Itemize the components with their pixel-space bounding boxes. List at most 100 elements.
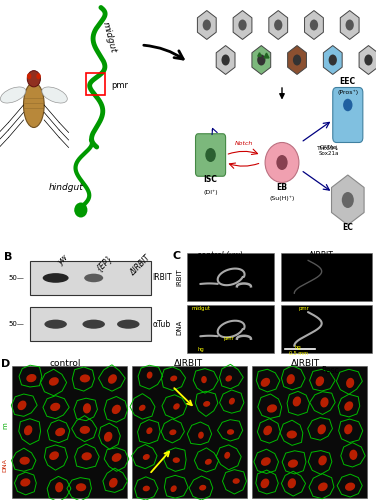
Circle shape (293, 54, 301, 66)
Polygon shape (269, 10, 288, 40)
Circle shape (342, 192, 354, 208)
Ellipse shape (224, 452, 230, 459)
Ellipse shape (104, 432, 112, 442)
Text: GATAe
Sox21a: GATAe Sox21a (319, 145, 339, 156)
Ellipse shape (293, 396, 301, 406)
Ellipse shape (344, 402, 353, 411)
Circle shape (364, 54, 373, 66)
Ellipse shape (139, 404, 146, 411)
Ellipse shape (344, 424, 352, 434)
Ellipse shape (233, 478, 240, 484)
Ellipse shape (55, 428, 65, 436)
Ellipse shape (50, 402, 60, 411)
Text: midgut: midgut (191, 306, 210, 310)
Ellipse shape (265, 142, 299, 182)
Ellipse shape (0, 87, 26, 103)
Circle shape (257, 54, 265, 66)
Polygon shape (323, 46, 342, 74)
Ellipse shape (42, 87, 67, 103)
Polygon shape (305, 10, 323, 40)
Ellipse shape (76, 483, 86, 492)
Text: Ttk69↓: Ttk69↓ (317, 146, 341, 151)
Bar (252, 366, 367, 498)
Text: control (yw): control (yw) (197, 251, 243, 260)
Polygon shape (252, 46, 271, 74)
Text: Notch: Notch (235, 141, 253, 146)
Ellipse shape (80, 426, 90, 434)
Text: ΔIRBIT: ΔIRBIT (309, 251, 334, 260)
Text: IRBIT: IRBIT (176, 268, 182, 286)
Polygon shape (359, 46, 376, 74)
Text: yw: yw (56, 253, 70, 267)
Ellipse shape (143, 454, 150, 460)
Text: hg: hg (197, 348, 204, 352)
Ellipse shape (287, 430, 297, 438)
Ellipse shape (55, 482, 63, 492)
Ellipse shape (83, 403, 91, 413)
Text: pmr: pmr (299, 306, 310, 310)
Ellipse shape (170, 376, 177, 382)
Ellipse shape (44, 320, 67, 328)
Circle shape (276, 155, 288, 170)
Ellipse shape (169, 430, 176, 435)
Text: 50—: 50— (9, 321, 24, 327)
Polygon shape (340, 10, 359, 40)
Ellipse shape (147, 372, 153, 378)
Ellipse shape (49, 452, 59, 460)
Ellipse shape (24, 426, 32, 436)
Ellipse shape (20, 478, 30, 486)
Ellipse shape (27, 70, 41, 87)
Circle shape (205, 148, 216, 162)
Ellipse shape (203, 401, 210, 407)
Ellipse shape (267, 404, 277, 412)
Polygon shape (233, 10, 252, 40)
Ellipse shape (287, 374, 295, 384)
Text: DNA: DNA (3, 458, 8, 472)
Text: 0.5 mm: 0.5 mm (289, 351, 308, 356)
Ellipse shape (225, 376, 232, 382)
Ellipse shape (112, 453, 121, 462)
Text: EEC: EEC (340, 76, 356, 86)
Bar (280, 305, 372, 353)
Text: C: C (173, 251, 181, 261)
Ellipse shape (318, 456, 327, 466)
Text: midgut: midgut (100, 21, 118, 54)
Bar (86, 72, 105, 95)
Bar (187, 253, 274, 300)
Polygon shape (216, 46, 235, 74)
Ellipse shape (23, 82, 44, 128)
Ellipse shape (263, 426, 272, 436)
Ellipse shape (80, 374, 90, 382)
Text: hg: hg (295, 346, 302, 350)
Ellipse shape (20, 456, 30, 464)
Ellipse shape (112, 404, 121, 414)
Ellipse shape (346, 378, 354, 388)
Circle shape (27, 73, 32, 79)
Ellipse shape (42, 273, 68, 283)
Circle shape (36, 73, 41, 79)
Ellipse shape (345, 482, 355, 491)
Polygon shape (197, 10, 216, 40)
Text: αTub: αTub (153, 320, 171, 328)
Ellipse shape (74, 202, 87, 218)
Ellipse shape (315, 376, 324, 386)
Circle shape (238, 20, 247, 30)
Text: (Su(H)⁺): (Su(H)⁺) (269, 196, 295, 201)
Text: ΔIRBIT: ΔIRBIT (290, 360, 320, 368)
Bar (132, 366, 247, 498)
Bar (30, 261, 151, 295)
Text: D: D (1, 360, 10, 370)
Ellipse shape (108, 374, 117, 384)
Ellipse shape (82, 320, 105, 328)
Text: DNA: DNA (176, 320, 182, 335)
FancyBboxPatch shape (196, 134, 226, 176)
FancyBboxPatch shape (333, 88, 363, 142)
Ellipse shape (84, 274, 103, 282)
Ellipse shape (349, 450, 358, 460)
Polygon shape (332, 175, 364, 225)
Ellipse shape (261, 378, 270, 387)
Text: hindgut: hindgut (49, 183, 83, 192)
Ellipse shape (261, 457, 271, 466)
Text: (Dl⁺): (Dl⁺) (203, 190, 218, 194)
Text: IRBIT: IRBIT (153, 274, 172, 282)
